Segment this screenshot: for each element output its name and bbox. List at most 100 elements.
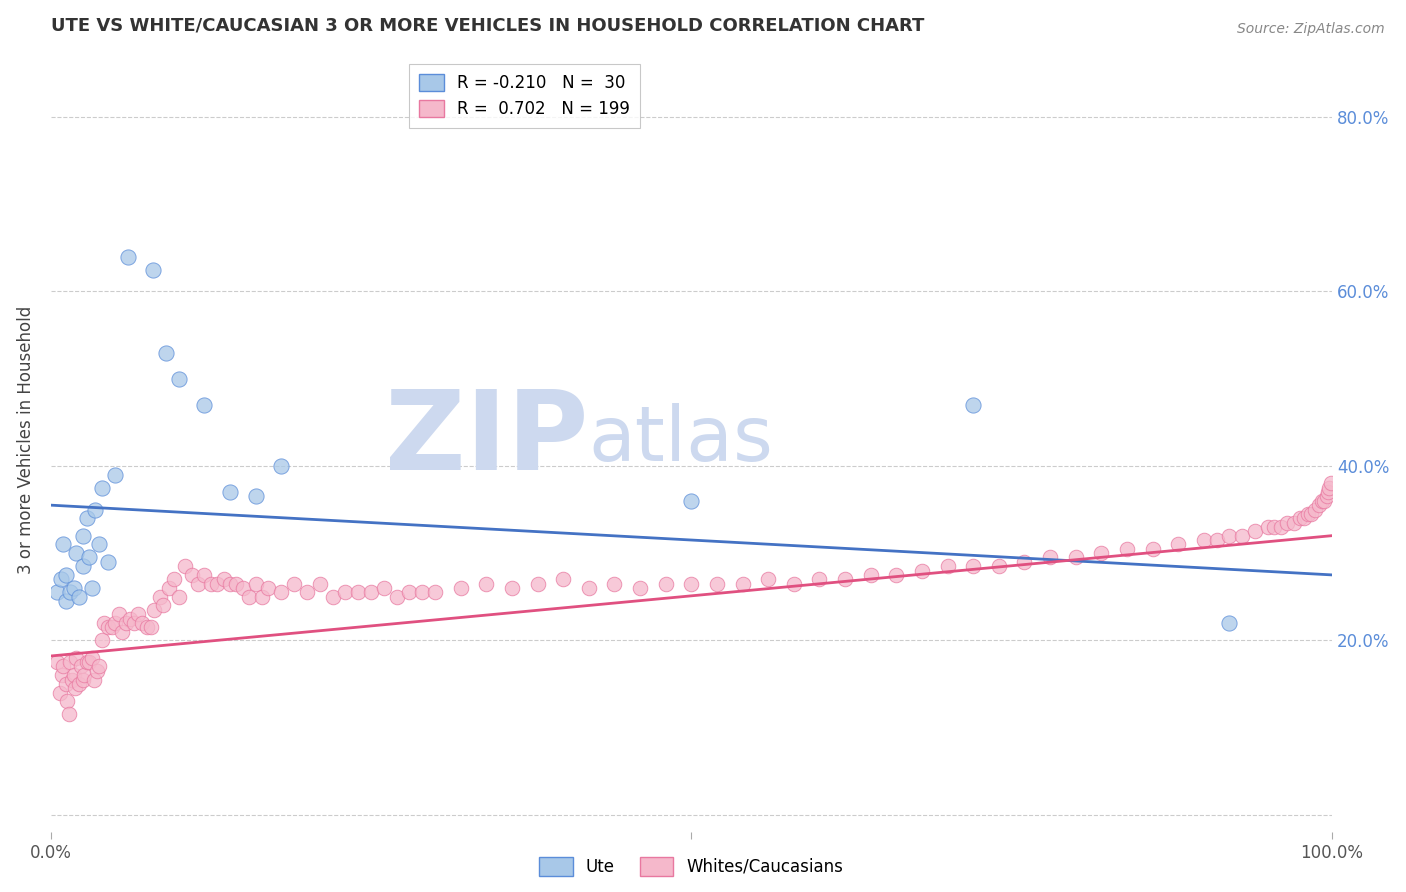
Point bbox=[212, 572, 235, 586]
Point bbox=[335, 585, 357, 599]
Point bbox=[450, 581, 472, 595]
Point bbox=[52, 659, 75, 673]
Point bbox=[360, 585, 382, 599]
Text: ZIP: ZIP bbox=[385, 386, 589, 493]
Point bbox=[155, 345, 177, 359]
Point bbox=[1014, 555, 1036, 569]
Point bbox=[936, 559, 959, 574]
Point bbox=[80, 650, 103, 665]
Point bbox=[1289, 511, 1312, 525]
Point bbox=[142, 262, 165, 277]
Point bbox=[1064, 550, 1087, 565]
Point bbox=[270, 458, 292, 473]
Point bbox=[250, 590, 273, 604]
Point bbox=[526, 576, 548, 591]
Point bbox=[373, 581, 395, 595]
Point bbox=[398, 585, 420, 599]
Point bbox=[62, 673, 84, 687]
Point bbox=[65, 650, 87, 665]
Point bbox=[70, 659, 93, 673]
Point bbox=[55, 568, 77, 582]
Point bbox=[1257, 520, 1279, 534]
Point bbox=[83, 673, 105, 687]
Point bbox=[107, 607, 129, 622]
Point bbox=[731, 576, 754, 591]
Point bbox=[987, 559, 1010, 574]
Point bbox=[411, 585, 433, 599]
Point bbox=[219, 576, 242, 591]
Point bbox=[187, 576, 209, 591]
Point bbox=[1232, 529, 1254, 543]
Point bbox=[180, 568, 202, 582]
Point bbox=[1142, 541, 1164, 556]
Point bbox=[86, 664, 108, 678]
Point bbox=[62, 581, 84, 595]
Point bbox=[93, 615, 115, 630]
Point bbox=[80, 581, 103, 595]
Point bbox=[97, 555, 120, 569]
Point bbox=[73, 668, 96, 682]
Point bbox=[219, 485, 242, 500]
Point bbox=[1313, 493, 1336, 508]
Point bbox=[148, 590, 170, 604]
Point bbox=[200, 576, 222, 591]
Point bbox=[1308, 498, 1330, 512]
Point bbox=[257, 581, 280, 595]
Point bbox=[46, 585, 69, 599]
Point bbox=[1218, 615, 1240, 630]
Point bbox=[475, 576, 498, 591]
Point bbox=[104, 467, 127, 482]
Point bbox=[1317, 485, 1340, 500]
Point bbox=[884, 568, 907, 582]
Point bbox=[104, 615, 127, 630]
Point bbox=[238, 590, 260, 604]
Point bbox=[578, 581, 600, 595]
Point bbox=[55, 594, 77, 608]
Point bbox=[167, 590, 190, 604]
Legend: Ute, Whites/Caucasians: Ute, Whites/Caucasians bbox=[533, 850, 851, 883]
Point bbox=[628, 581, 651, 595]
Point bbox=[127, 607, 149, 622]
Point bbox=[56, 694, 79, 708]
Point bbox=[59, 655, 82, 669]
Point bbox=[152, 599, 174, 613]
Point bbox=[77, 655, 100, 669]
Point bbox=[1316, 490, 1339, 504]
Point bbox=[553, 572, 575, 586]
Point bbox=[1305, 502, 1327, 516]
Point bbox=[89, 659, 111, 673]
Point bbox=[347, 585, 370, 599]
Point bbox=[90, 633, 112, 648]
Point bbox=[859, 568, 882, 582]
Point bbox=[101, 620, 124, 634]
Point bbox=[117, 250, 139, 264]
Point bbox=[225, 576, 247, 591]
Point bbox=[115, 615, 138, 630]
Point bbox=[84, 502, 107, 516]
Point bbox=[1310, 493, 1333, 508]
Point bbox=[76, 655, 98, 669]
Point bbox=[654, 576, 676, 591]
Point bbox=[193, 568, 215, 582]
Point bbox=[270, 585, 292, 599]
Point bbox=[756, 572, 779, 586]
Point bbox=[1319, 476, 1341, 491]
Point bbox=[1090, 546, 1112, 560]
Point bbox=[90, 481, 112, 495]
Point bbox=[157, 581, 180, 595]
Point bbox=[58, 707, 80, 722]
Point bbox=[1244, 524, 1267, 539]
Point bbox=[72, 673, 94, 687]
Point bbox=[52, 537, 75, 551]
Point bbox=[1270, 520, 1292, 534]
Point bbox=[67, 590, 90, 604]
Point bbox=[1039, 550, 1062, 565]
Point bbox=[1167, 537, 1189, 551]
Point bbox=[911, 564, 934, 578]
Point bbox=[1301, 507, 1323, 521]
Point bbox=[322, 590, 344, 604]
Point bbox=[283, 576, 305, 591]
Point bbox=[783, 576, 806, 591]
Text: atlas: atlas bbox=[589, 403, 773, 476]
Point bbox=[962, 398, 984, 412]
